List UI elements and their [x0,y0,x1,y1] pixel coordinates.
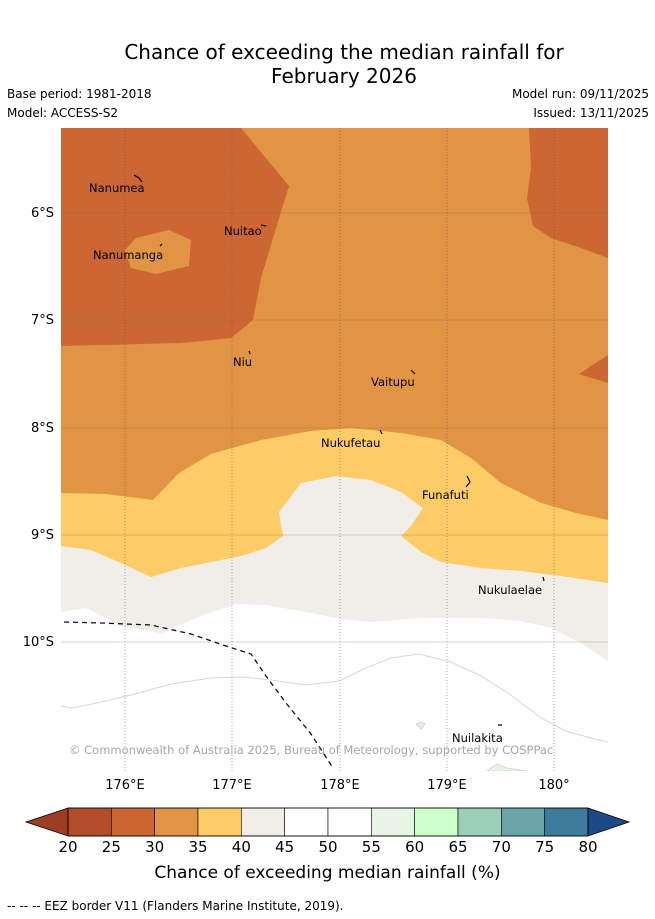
place-nanumanga: Nanumanga [93,248,163,262]
place-nukufetau: Nukufetau [321,436,380,450]
contour-line [61,653,608,743]
island-niu [248,350,251,355]
colorbar-high-arrow [587,807,631,837]
colorbar-tick-label: 80 [578,838,598,856]
colorbar-tick-label: 30 [145,838,165,856]
colorbar-cell [544,807,589,837]
place-nukulaelae: Nukulaelae [478,583,542,597]
colorbar-tick-label: 45 [275,838,295,856]
colorbar-cell [327,807,372,837]
lat-gridlines [61,212,608,643]
colorbar-cell [154,807,199,837]
colorbar-cell [414,807,459,837]
region-25-30-northeast [527,128,608,258]
colorbar-cell [371,807,415,837]
eez-legend-note: -- -- -- EEZ border V11 (Flanders Marine… [7,899,344,913]
colorbar-cell [457,807,502,837]
colorbar-tick-label: 60 [405,838,425,856]
lat-label-8s: 8°S [30,421,54,436]
colorbar-tick-label: 40 [231,838,251,856]
lon-label-177e: 177°E [212,778,252,793]
lon-label-178e: 178°E [320,778,360,793]
place-niu: Niu [233,355,252,369]
island-nanumea [133,174,143,183]
region-25-30-east [579,355,608,383]
colorbar-cell [67,807,112,837]
lat-label-9s: 9°S [30,528,54,543]
rainfall-map: Nanumea Nuitao Nanumanga Niu Vaitupu Nuk… [61,128,608,771]
model-name: Model: ACCESS-S2 [7,106,119,120]
lon-label-180: 180° [538,778,570,793]
lat-label-7s: 7°S [30,313,54,328]
island-markers [133,174,545,726]
island-funafuti [465,475,471,488]
colorbar-cell [197,807,242,837]
title-line-1: Chance of exceeding the median rainfall … [124,40,564,64]
lat-label-10s: 10°S [22,635,54,650]
colorbar-cell [284,807,329,837]
copyright-notice: © Commonwealth of Australia 2025, Bureau… [69,743,553,757]
place-funafuti: Funafuti [422,488,469,502]
island-vaitupu [410,369,416,375]
colorbar-cell [111,807,155,837]
model-run: Model run: 09/11/2025 [511,87,649,101]
lat-label-6s: 6°S [30,206,54,221]
region-55-60 [486,763,528,771]
colorbar-tick-label: 75 [535,838,555,856]
colorbar-tick-label: 55 [361,838,381,856]
colorbar-tick-label: 35 [188,838,208,856]
place-vaitupu: Vaitupu [371,375,415,389]
island-nuitao [260,224,267,227]
colorbar-cell [241,807,285,837]
colorbar-cell [501,807,545,837]
colorbar-tick-label: 65 [448,838,468,856]
region-30-35-nanumanga [125,230,191,274]
map-title: Chance of exceeding the median rainfall … [0,40,655,88]
title-line-2: February 2026 [271,64,417,88]
colorbar-tick-label: 50 [318,838,338,856]
island-nukulaelae [542,576,545,582]
colorbar-svg [24,807,631,837]
colorbar-tick-label: 70 [491,838,511,856]
place-nanumea: Nanumea [89,181,145,195]
island-nanumanga [159,243,163,247]
colorbar-tick-label: 20 [58,838,78,856]
lon-label-176e: 176°E [105,778,145,793]
colorbar-low-arrow [24,807,69,837]
region-45-55 [61,604,608,771]
small-shoal [415,721,426,730]
lon-gridlines [124,128,555,771]
colorbar-label: Chance of exceeding median rainfall (%) [154,863,501,883]
colorbar-frame [67,807,589,837]
island-nukufetau [379,429,383,435]
place-nuitao: Nuitao [224,224,262,238]
colorbar [0,800,655,844]
lon-label-179e: 179°E [427,778,467,793]
colorbar-tick-label: 25 [101,838,121,856]
issued-date: Issued: 13/11/2025 [533,106,649,120]
eez-border [63,621,334,769]
place-nuilakita: Nuilakita [452,731,503,745]
map-canvas: Nanumea Nuitao Nanumanga Niu Vaitupu Nuk… [61,128,608,771]
base-period: Base period: 1981-2018 [7,87,152,101]
